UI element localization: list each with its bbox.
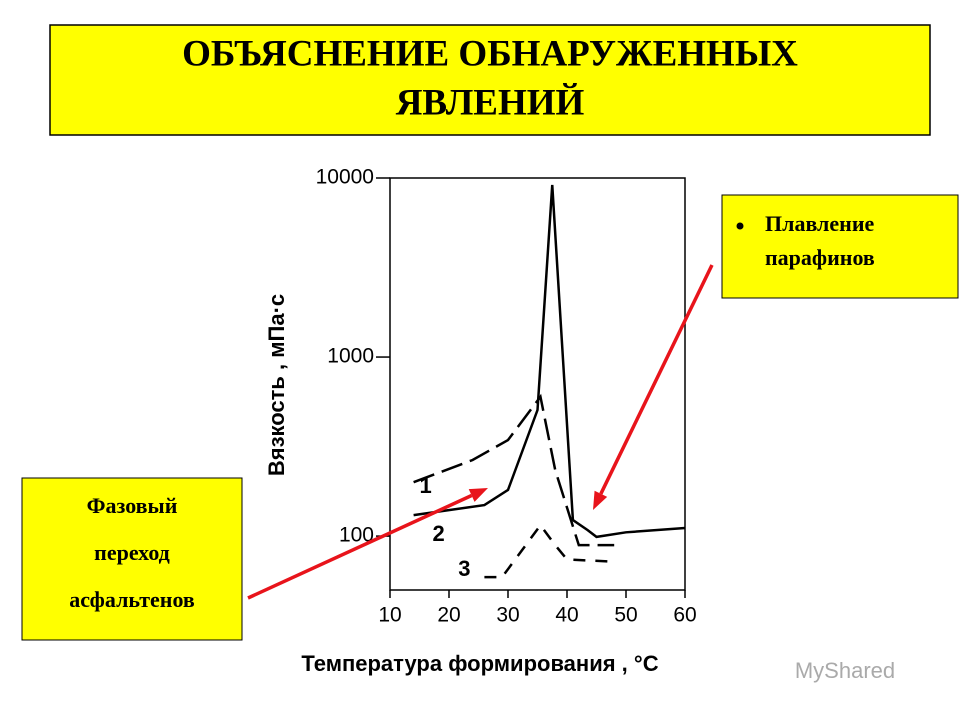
title-box [49, 24, 931, 136]
title-line: ОБЪЯСНЕНИЕ ОБНАРУЖЕННЫХ [182, 33, 798, 74]
arrow-shaft [599, 264, 714, 495]
title-line: ЯВЛЕНИЙ [396, 81, 585, 123]
x-tick-label: 30 [496, 604, 519, 627]
arrow-shaft [247, 493, 473, 600]
plot-frame [389, 177, 686, 591]
x-tick-label: 60 [673, 604, 696, 627]
bullet [736, 222, 744, 230]
series-line [413, 184, 686, 539]
x-tick-label: 50 [614, 604, 637, 627]
annotation-text: переход [94, 540, 170, 565]
annotation-text: асфальтенов [69, 587, 195, 612]
arrow-head [593, 490, 608, 510]
x-tick-label: 40 [555, 604, 578, 627]
annotation-box [721, 194, 959, 299]
series-label: 2 [432, 521, 444, 546]
y-tick-label: 10000 [316, 166, 374, 189]
y-tick-label: 100 [339, 524, 374, 547]
annotation-text: парафинов [765, 245, 875, 270]
watermark: MyShared [795, 658, 895, 683]
annotation-text: Фазовый [87, 493, 178, 518]
annotation-box [21, 477, 243, 641]
x-axis-label: Температура формирования , °C [301, 651, 658, 676]
series-line [413, 393, 615, 547]
y-tick-label: 1000 [327, 345, 374, 368]
series-label: 1 [419, 473, 431, 498]
x-tick-label: 20 [437, 604, 460, 627]
arrow-head [468, 488, 488, 502]
x-tick-label: 10 [378, 604, 401, 627]
series-label: 3 [458, 556, 470, 581]
annotation-text: Плавление [765, 211, 875, 236]
series-line [484, 523, 615, 579]
y-axis-label: Вязкость , мПа·с [264, 294, 289, 476]
